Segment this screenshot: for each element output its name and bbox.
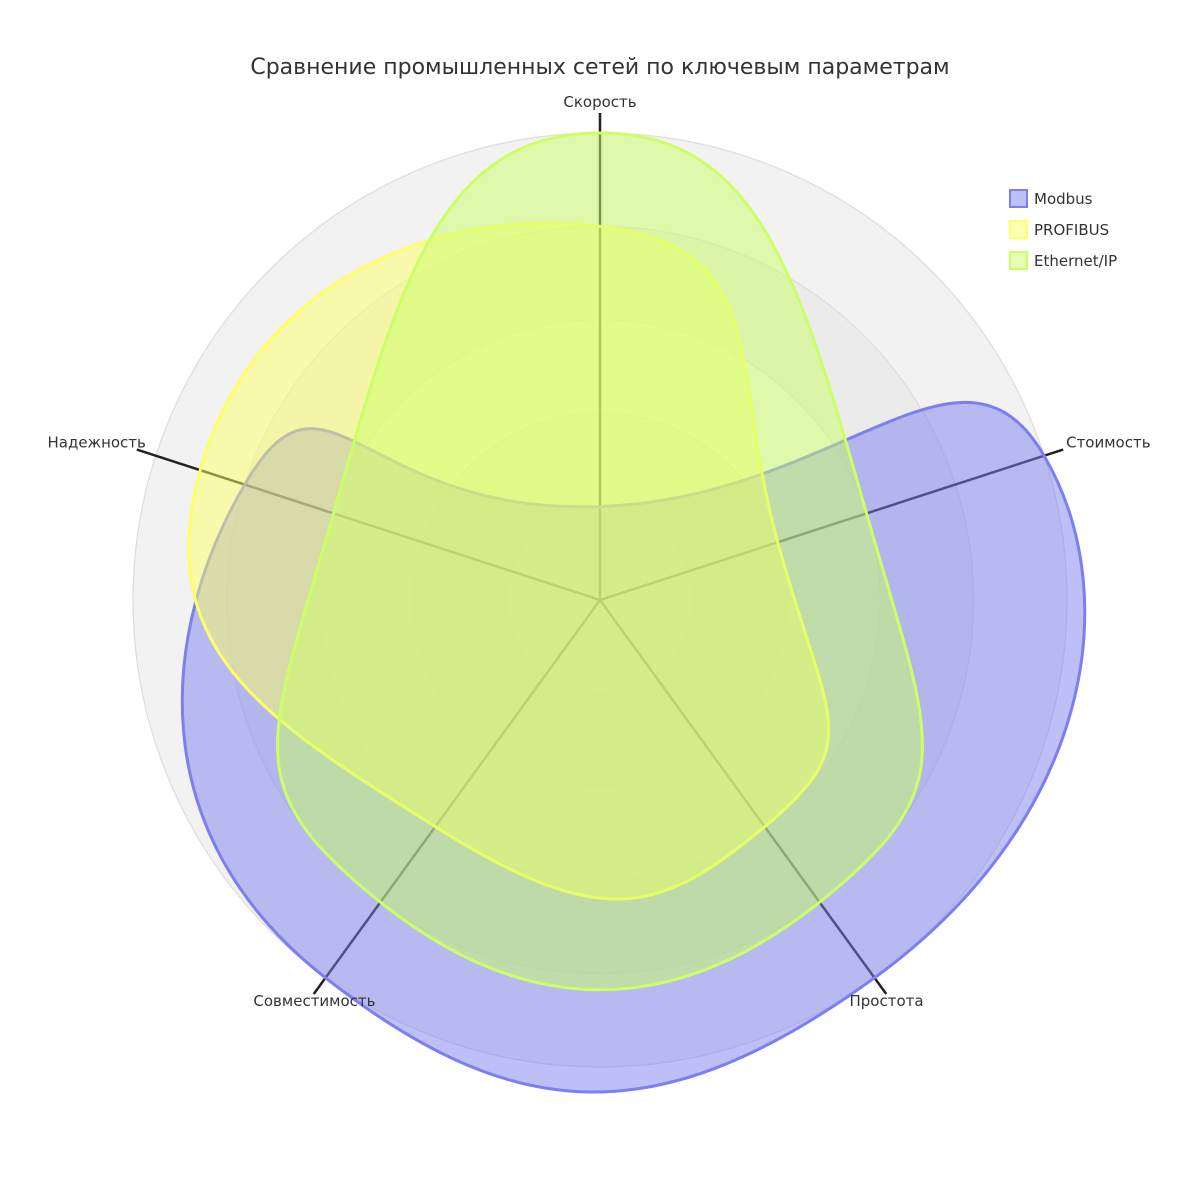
series-layer — [180, 131, 1087, 1094]
legend[interactable]: Modbus PROFIBUS Ethernet/IP — [1009, 189, 1117, 270]
legend-swatch-profibus — [1009, 220, 1028, 239]
legend-item-profibus[interactable]: PROFIBUS — [1009, 220, 1109, 239]
axis-label-1: Скорость — [563, 93, 636, 111]
legend-item-modbus[interactable]: Modbus — [1009, 189, 1093, 208]
legend-item-ethernet-ip[interactable]: Ethernet/IP — [1009, 251, 1117, 270]
legend-label-profibus: PROFIBUS — [1034, 221, 1109, 239]
axis-label-3: Простота — [850, 992, 924, 1010]
chart-title: Сравнение промышленных сетей по ключевым… — [250, 55, 949, 80]
axis-label-2: Стоимость — [1066, 434, 1150, 452]
legend-swatch-ethernet-ip — [1009, 251, 1028, 270]
legend-label-modbus: Modbus — [1034, 190, 1093, 208]
legend-label-ethernet-ip: Ethernet/IP — [1034, 252, 1117, 270]
series-area-ethernet-ip[interactable] — [276, 131, 924, 992]
axis-label-5: Надежность — [47, 434, 145, 452]
axis-label-4: Совместимость — [253, 992, 375, 1010]
legend-swatch-modbus — [1009, 189, 1028, 208]
axis-labels: Скорость Стоимость Простота Совместимость На… — [47, 93, 1150, 1010]
